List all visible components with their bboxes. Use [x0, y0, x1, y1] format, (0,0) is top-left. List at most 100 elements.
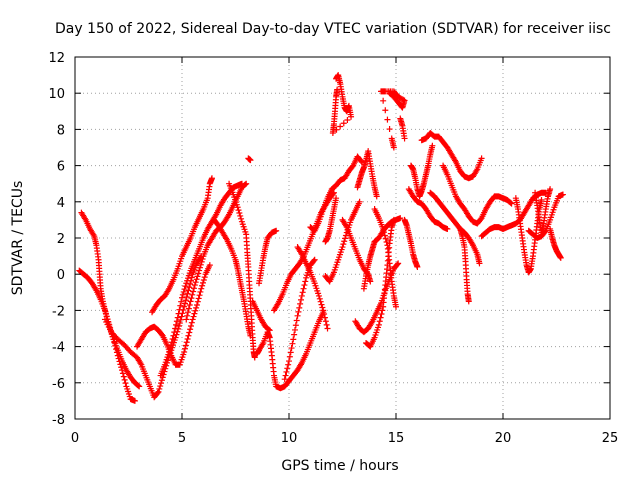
- data-point-marker: [187, 326, 194, 333]
- data-point-marker: [296, 304, 303, 311]
- data-point-marker: [310, 257, 317, 264]
- data-series: [249, 298, 273, 334]
- data-point-marker: [199, 282, 206, 289]
- data-point-marker: [297, 296, 304, 303]
- data-point-marker: [196, 267, 203, 274]
- data-point-marker: [178, 298, 185, 305]
- data-point-marker: [357, 157, 364, 164]
- data-point-marker: [390, 144, 397, 151]
- data-point-marker: [172, 325, 179, 332]
- data-point-marker: [175, 310, 182, 317]
- data-point-marker: [182, 297, 189, 304]
- data-point-marker: [316, 295, 323, 302]
- data-point-marker: [193, 304, 200, 311]
- data-point-marker: [292, 322, 299, 329]
- data-point-marker: [197, 261, 204, 268]
- data-series: [245, 155, 254, 164]
- data-point-marker: [315, 292, 322, 299]
- data-point-marker: [293, 317, 300, 324]
- data-point-marker: [394, 261, 401, 268]
- y-tick-label: 0: [57, 268, 65, 283]
- data-point-marker: [135, 382, 142, 389]
- data-point-marker: [181, 349, 188, 356]
- data-point-marker: [121, 376, 128, 383]
- data-point-marker: [444, 225, 451, 232]
- data-point-marker: [291, 331, 298, 338]
- data-point-marker: [167, 345, 174, 352]
- data-point-marker: [273, 227, 280, 234]
- data-series: [371, 206, 399, 310]
- data-point-marker: [136, 383, 143, 390]
- data-point-marker: [538, 196, 545, 203]
- data-point-marker: [289, 340, 296, 347]
- data-point-marker: [401, 135, 408, 142]
- data-point-marker: [131, 397, 138, 404]
- data-point-marker: [180, 288, 187, 295]
- data-point-marker: [196, 264, 203, 271]
- data-series: [547, 225, 564, 261]
- data-series: [294, 244, 331, 332]
- data-point-marker: [189, 316, 196, 323]
- data-point-marker: [186, 284, 193, 291]
- data-point-marker: [196, 292, 203, 299]
- data-series: [256, 227, 280, 287]
- data-point-marker: [251, 354, 258, 361]
- data-point-marker: [547, 186, 554, 193]
- data-point-marker: [195, 270, 202, 277]
- y-axis-label: SDTVAR / TECUs: [10, 181, 26, 296]
- data-point-marker: [182, 283, 189, 290]
- data-point-marker: [237, 212, 244, 219]
- data-point-marker: [158, 377, 165, 384]
- data-point-marker: [382, 107, 389, 114]
- data-point-marker: [197, 288, 204, 295]
- data-point-marker: [348, 113, 355, 120]
- data-point-marker: [288, 345, 295, 352]
- data-point-marker: [169, 335, 176, 342]
- data-point-marker: [356, 198, 363, 205]
- data-point-marker: [183, 294, 190, 301]
- data-point-marker: [235, 207, 242, 214]
- data-point-marker: [200, 276, 207, 283]
- data-series: [378, 88, 408, 151]
- data-point-marker: [323, 321, 330, 328]
- data-point-marker: [185, 305, 192, 312]
- x-axis-label: GPS time / hours: [281, 458, 398, 474]
- data-point-marker: [195, 295, 202, 302]
- data-point-marker: [171, 329, 178, 336]
- data-point-marker: [380, 225, 387, 232]
- y-tick-label: 4: [57, 196, 65, 211]
- data-point-marker: [179, 294, 185, 301]
- data-point-marker: [173, 318, 180, 325]
- data-point-marker: [381, 232, 388, 239]
- data-series: [322, 195, 340, 245]
- data-point-marker: [299, 289, 306, 296]
- data-point-marker: [190, 288, 197, 295]
- data-point-marker: [184, 335, 191, 342]
- y-tick-label: 12: [48, 51, 65, 66]
- data-point-marker: [384, 116, 391, 123]
- data-point-marker: [367, 278, 374, 285]
- data-point-marker: [188, 319, 195, 326]
- data-point-marker: [339, 244, 346, 251]
- grid-lines: [75, 57, 610, 419]
- data-point-marker: [320, 307, 327, 314]
- data-point-marker: [189, 291, 196, 298]
- data-point-marker: [199, 279, 206, 286]
- data-point-marker: [120, 373, 127, 380]
- data-points: [76, 72, 566, 404]
- y-tick-label: 10: [48, 87, 65, 102]
- data-point-marker: [193, 276, 200, 283]
- data-point-marker: [378, 88, 385, 95]
- data-point-marker: [193, 301, 200, 308]
- data-point-marker: [194, 273, 201, 280]
- data-point-marker: [290, 336, 297, 343]
- data-point-marker: [318, 301, 325, 308]
- data-point-marker: [181, 286, 188, 293]
- data-point-marker: [185, 287, 192, 294]
- data-point-marker: [378, 311, 385, 318]
- data-point-marker: [341, 238, 348, 245]
- data-point-marker: [190, 285, 197, 292]
- data-point-marker: [191, 282, 198, 289]
- data-point-marker: [154, 389, 161, 396]
- data-point-marker: [168, 339, 175, 346]
